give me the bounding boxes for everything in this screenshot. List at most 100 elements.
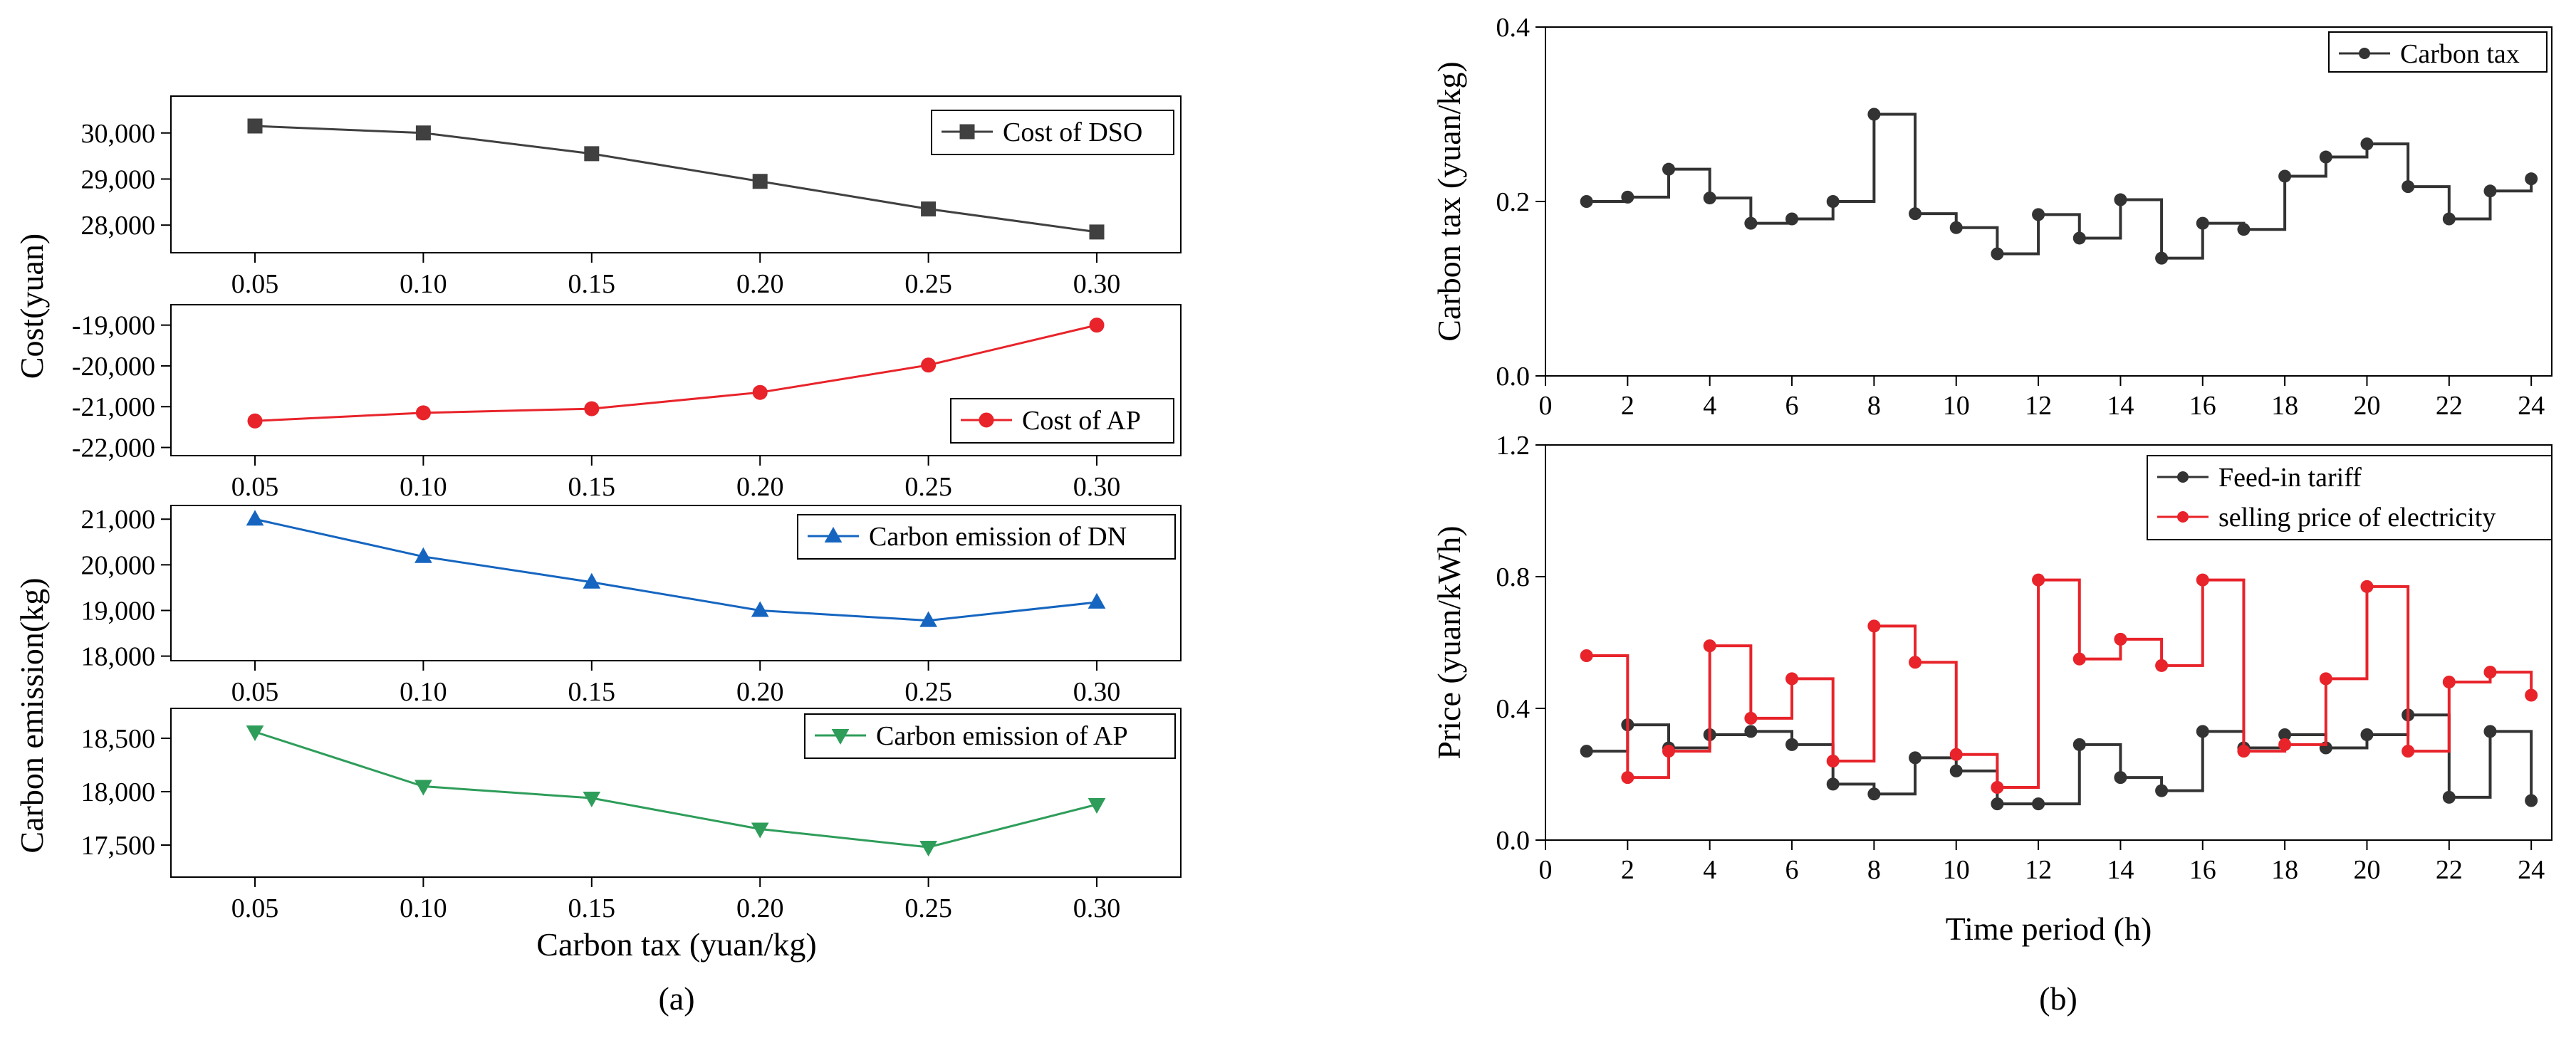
y-tick-label: 30,000 [81,119,156,149]
x-tick-label: 0.05 [231,472,279,502]
data-point [2155,784,2169,797]
data-point [2032,208,2045,221]
x-tick-label: 0.15 [568,893,616,923]
plot-frame [170,304,1182,456]
y-tick-label: 21,000 [81,505,156,535]
x-tick-label: 0.15 [568,677,616,707]
step-line [1586,713,2533,806]
data-point [246,725,264,742]
data-point [247,413,263,429]
series-carbon-emission-of-ap [246,725,1106,857]
series-feed-in-tariff [1580,708,2538,811]
legend-marker [2359,48,2370,59]
data-point [1909,656,1922,669]
data-point [1744,216,1758,230]
data-point [2114,632,2127,646]
data-point [2072,652,2086,666]
legend-box [931,110,1174,155]
data-point [1703,192,1716,205]
data-point [415,125,431,141]
x-tick-label: 0.10 [400,472,447,502]
data-point [2525,172,2538,186]
x-tick-label: 20 [2353,391,2380,421]
series-line [254,324,1097,422]
data-point [919,841,937,857]
data-point [1580,745,1593,758]
legend: Cost of AP [950,398,1174,444]
legend: Carbon tax [2328,31,2548,73]
legend-label: Carbon emission of AP [876,721,1128,751]
y-tick-label: 28,000 [81,211,156,241]
x-tick-label: 0.30 [1073,677,1121,707]
y-tick-label: 18,000 [81,777,156,807]
series-line [254,125,1097,234]
data-point [1949,748,1963,761]
y-tick-label: 29,000 [81,164,156,194]
data-point [2072,738,2086,751]
legend-marker [831,729,850,745]
x-tick-label: 0.10 [400,893,447,923]
y-tick-label: -21,000 [72,392,155,422]
x-tick-label: 10 [1943,855,1970,885]
y-tick-label: 0.4 [1496,13,1531,43]
data-point [2072,231,2086,245]
data-point [1991,781,2004,794]
data-point [583,792,601,808]
series-selling-price-of-electricity [1580,573,2538,794]
data-point [2483,184,2497,198]
legend-box [797,514,1176,560]
data-point [2237,745,2251,758]
data-point [1785,672,1799,686]
legend: Feed-in tariff selling price of electrici… [2147,455,2552,540]
data-point [1949,764,1963,777]
data-point [1744,711,1758,725]
y-tick-label: 19,000 [81,596,156,626]
plot-frame [1545,444,2552,841]
data-point [2319,150,2332,164]
plot-frame [170,95,1182,253]
data-point [2237,223,2251,236]
chart-a2: -22,000 -21,000 -20,000 -19,000 0.05 0.10 0.15… [72,304,1182,502]
x-tick-label: 12 [2025,855,2052,885]
x-tick-label: 16 [2189,855,2216,885]
x-tick-label: 4 [1703,855,1716,885]
legend-marker [2177,471,2189,483]
x-tick-label: 0.25 [904,677,952,707]
data-point [1088,798,1106,814]
data-point [1826,755,1840,767]
x-tick-label: 14 [2107,391,2134,421]
data-point [2483,666,2497,679]
x-tick-label: 0.15 [568,269,616,299]
data-point [1744,725,1758,738]
data-point [1703,639,1716,653]
y-tick-label: 17,500 [81,831,156,861]
data-point [2278,728,2292,741]
legend-label: Cost of DSO [1003,117,1142,147]
y-tick-label: -22,000 [72,434,155,463]
x-tick-label: 0.05 [231,677,279,707]
x-tick-label: 0.30 [1073,472,1121,502]
data-point [1662,162,1676,176]
legend: Carbon emission of AP [804,713,1176,759]
data-point [247,118,263,134]
xlabel-carbon-tax: Carbon tax (yuan/kg) [536,926,816,963]
data-point [2196,725,2209,738]
data-point [2442,790,2456,804]
data-point [1909,207,1922,221]
data-point [2442,212,2456,226]
x-axis-label: Time period (h) [1946,911,2152,947]
data-point [2196,216,2209,230]
data-point [2360,137,2374,151]
series-cost-of-dso [247,118,1105,240]
legend-marker [959,124,975,140]
data-point [246,510,264,526]
plot-frame [170,505,1182,661]
data-point [2114,771,2127,785]
data-point [2402,745,2415,758]
x-tick-label: 0.10 [400,677,447,707]
data-point [1949,221,1963,234]
data-point [1867,108,1881,121]
plot-frame [170,708,1182,878]
x-tick-label: 0.05 [231,269,279,299]
